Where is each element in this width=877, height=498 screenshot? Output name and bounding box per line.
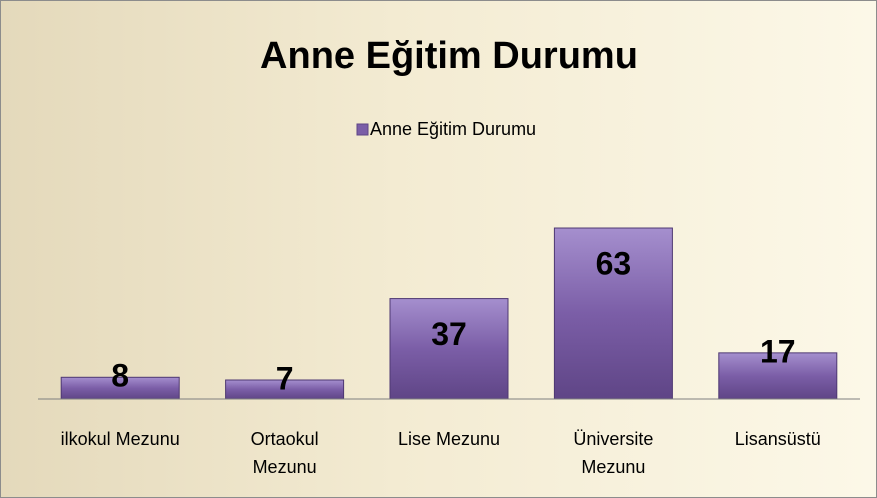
bar: [553, 227, 673, 400]
x-tick-label: Üniversite Mezunu: [573, 429, 654, 477]
legend-marker: [356, 123, 369, 136]
x-tick-label: Lise Mezunu: [397, 429, 501, 449]
data-label: 8: [111, 358, 129, 394]
bar: [718, 352, 838, 400]
data-label: 7: [276, 360, 294, 396]
legend-label: Anne Eğitim Durumu: [370, 119, 536, 139]
data-label: 37: [431, 316, 467, 352]
x-tick-label: ilkokul Mezunu: [60, 429, 180, 449]
chart-title: Anne Eğitim Durumu: [260, 35, 638, 77]
data-label: 17: [760, 333, 796, 369]
data-label: 63: [596, 245, 632, 281]
x-tick-label: Lisansüstü: [734, 429, 821, 449]
x-tick-label: Ortaokul Mezunu: [250, 429, 319, 477]
